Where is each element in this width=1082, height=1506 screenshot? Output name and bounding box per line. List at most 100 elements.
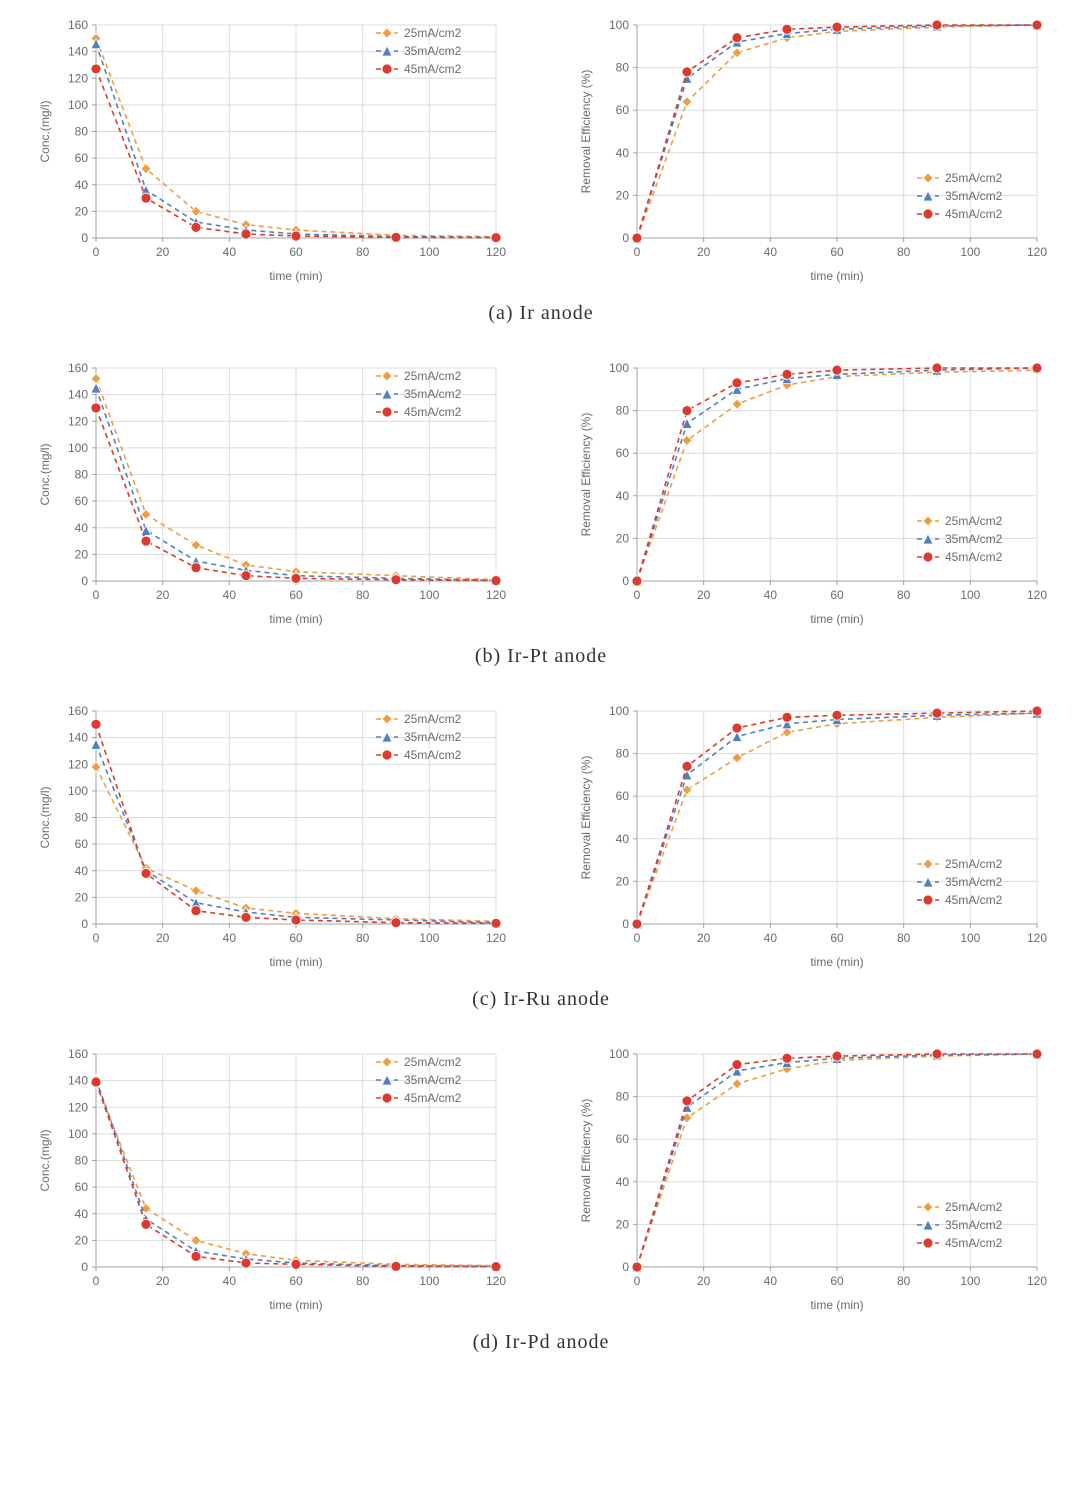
svg-text:120: 120 (67, 757, 87, 771)
panel-row: 020406080100120020406080100120140160time… (10, 1039, 1072, 1319)
svg-text:80: 80 (74, 468, 88, 482)
svg-text:time (min): time (min) (269, 269, 322, 283)
panel-caption: (b) Ir-Pt anode (10, 645, 1072, 668)
svg-text:140: 140 (67, 388, 87, 402)
svg-text:time (min): time (min) (810, 269, 863, 283)
svg-text:60: 60 (74, 494, 88, 508)
svg-text:0: 0 (92, 245, 99, 259)
svg-text:0: 0 (633, 245, 640, 259)
svg-text:160: 160 (67, 361, 87, 375)
concentration-chart: 020406080100120020406080100120140160time… (31, 696, 511, 976)
svg-text:60: 60 (615, 1132, 629, 1146)
svg-text:80: 80 (615, 61, 629, 75)
svg-text:45mA/cm2: 45mA/cm2 (404, 405, 462, 419)
svg-text:120: 120 (485, 588, 505, 602)
svg-text:100: 100 (608, 704, 628, 718)
svg-text:80: 80 (896, 245, 910, 259)
svg-text:20: 20 (74, 547, 88, 561)
svg-text:60: 60 (830, 588, 844, 602)
svg-text:40: 40 (74, 178, 88, 192)
svg-text:120: 120 (1026, 1274, 1046, 1288)
svg-text:60: 60 (74, 151, 88, 165)
svg-text:60: 60 (830, 1274, 844, 1288)
svg-text:60: 60 (615, 789, 629, 803)
svg-text:25mA/cm2: 25mA/cm2 (404, 712, 462, 726)
svg-text:time (min): time (min) (810, 955, 863, 969)
svg-text:120: 120 (485, 1274, 505, 1288)
svg-text:40: 40 (615, 1175, 629, 1189)
efficiency-chart: 020406080100120020406080100time (min)Rem… (572, 696, 1052, 976)
svg-text:60: 60 (830, 245, 844, 259)
svg-text:0: 0 (633, 588, 640, 602)
svg-text:100: 100 (960, 1274, 980, 1288)
svg-text:100: 100 (960, 588, 980, 602)
svg-text:35mA/cm2: 35mA/cm2 (945, 532, 1003, 546)
svg-text:35mA/cm2: 35mA/cm2 (404, 730, 462, 744)
svg-text:35mA/cm2: 35mA/cm2 (945, 1218, 1003, 1232)
svg-text:80: 80 (355, 1274, 369, 1288)
svg-text:Conc.(mg/l): Conc.(mg/l) (38, 100, 52, 162)
svg-text:35mA/cm2: 35mA/cm2 (945, 189, 1003, 203)
panel-caption: (a) Ir anode (10, 302, 1072, 325)
svg-text:time (min): time (min) (810, 612, 863, 626)
concentration-chart: 020406080100120020406080100120140160time… (31, 353, 511, 633)
svg-text:20: 20 (155, 931, 169, 945)
svg-text:35mA/cm2: 35mA/cm2 (404, 387, 462, 401)
svg-text:80: 80 (74, 125, 88, 139)
svg-text:40: 40 (222, 931, 236, 945)
svg-text:0: 0 (633, 931, 640, 945)
svg-text:60: 60 (289, 1274, 303, 1288)
svg-text:80: 80 (615, 747, 629, 761)
svg-text:25mA/cm2: 25mA/cm2 (945, 514, 1003, 528)
svg-text:20: 20 (74, 890, 88, 904)
svg-text:40: 40 (615, 146, 629, 160)
svg-text:100: 100 (419, 588, 439, 602)
concentration-chart: 020406080100120020406080100120140160time… (31, 10, 511, 290)
svg-text:80: 80 (615, 404, 629, 418)
svg-text:Removal Efficiency (%): Removal Efficiency (%) (579, 70, 593, 194)
panel-row: 020406080100120020406080100120140160time… (10, 353, 1072, 633)
svg-text:80: 80 (896, 1274, 910, 1288)
svg-text:20: 20 (696, 588, 710, 602)
svg-text:80: 80 (355, 588, 369, 602)
svg-text:60: 60 (615, 103, 629, 117)
svg-text:100: 100 (419, 1274, 439, 1288)
svg-text:120: 120 (67, 71, 87, 85)
svg-text:20: 20 (615, 188, 629, 202)
svg-text:140: 140 (67, 1074, 87, 1088)
svg-text:60: 60 (289, 245, 303, 259)
svg-text:0: 0 (622, 917, 629, 931)
svg-text:80: 80 (355, 931, 369, 945)
svg-text:20: 20 (74, 1233, 88, 1247)
panel-caption: (d) Ir-Pd anode (10, 1331, 1072, 1354)
svg-text:120: 120 (485, 245, 505, 259)
svg-text:160: 160 (67, 1047, 87, 1061)
svg-text:40: 40 (763, 931, 777, 945)
svg-text:60: 60 (289, 588, 303, 602)
svg-text:120: 120 (1026, 245, 1046, 259)
panel-caption: (c) Ir-Ru anode (10, 988, 1072, 1011)
svg-text:120: 120 (1026, 931, 1046, 945)
svg-text:120: 120 (67, 414, 87, 428)
svg-text:40: 40 (763, 588, 777, 602)
svg-text:40: 40 (615, 832, 629, 846)
svg-text:100: 100 (67, 441, 87, 455)
svg-text:0: 0 (92, 931, 99, 945)
efficiency-chart: 020406080100120020406080100time (min)Rem… (572, 353, 1052, 633)
svg-text:100: 100 (960, 931, 980, 945)
svg-text:40: 40 (74, 1207, 88, 1221)
svg-text:20: 20 (155, 588, 169, 602)
svg-text:80: 80 (896, 588, 910, 602)
svg-text:0: 0 (81, 231, 88, 245)
svg-text:45mA/cm2: 45mA/cm2 (404, 1091, 462, 1105)
svg-text:80: 80 (896, 931, 910, 945)
svg-text:20: 20 (615, 531, 629, 545)
svg-text:60: 60 (830, 931, 844, 945)
svg-text:35mA/cm2: 35mA/cm2 (404, 1073, 462, 1087)
svg-text:40: 40 (222, 245, 236, 259)
svg-text:100: 100 (67, 1127, 87, 1141)
concentration-chart: 020406080100120020406080100120140160time… (31, 1039, 511, 1319)
svg-text:100: 100 (608, 361, 628, 375)
efficiency-chart: 020406080100120020406080100time (min)Rem… (572, 10, 1052, 290)
svg-text:100: 100 (608, 1047, 628, 1061)
